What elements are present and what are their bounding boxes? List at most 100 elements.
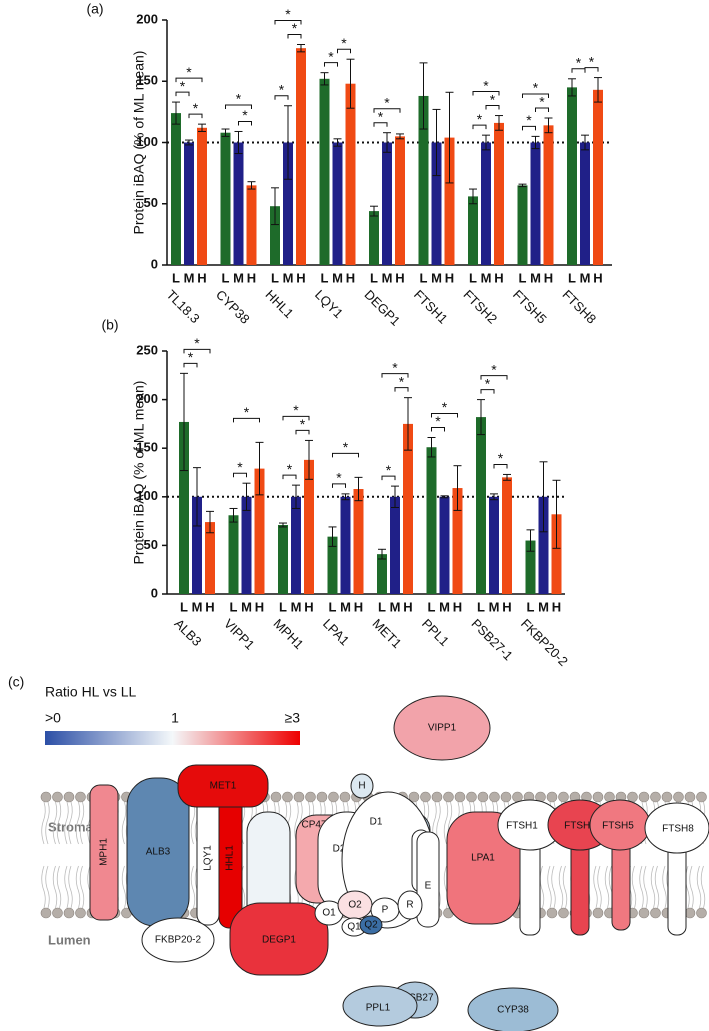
lipid-head: [696, 791, 707, 803]
x-tick-label: H: [346, 270, 355, 285]
x-tick-label: L: [271, 270, 279, 285]
error-bar: [544, 117, 553, 134]
protein: E: [416, 831, 440, 928]
significance-bracket: [295, 429, 310, 435]
bar: [489, 496, 499, 594]
lipid-tail: [64, 865, 73, 909]
lipid-head: [627, 791, 638, 803]
error-bar: [221, 128, 230, 137]
error-bar: [346, 58, 355, 109]
significance-bracket: [394, 387, 409, 392]
significance-bracket: [480, 375, 508, 380]
x-tick-label: M: [481, 270, 492, 285]
protein: H: [350, 773, 374, 799]
error-bar: [234, 130, 243, 155]
protein-shape: [644, 802, 709, 854]
bar: [369, 211, 379, 265]
bar: [278, 524, 288, 594]
lipid-tail: [558, 865, 568, 909]
significance-bracket: [584, 67, 599, 72]
protein: MET1: [177, 764, 269, 808]
lipid-head: [546, 907, 558, 919]
y-tick-label: 150: [136, 440, 158, 455]
lipid-head: [489, 791, 500, 803]
protein-shape: [393, 695, 491, 761]
bar: [502, 477, 512, 594]
error-bar: [198, 123, 206, 132]
lipid-tail: [52, 801, 62, 845]
x-tick-label: L: [568, 270, 576, 285]
bar: [593, 89, 603, 265]
significance-label: *: [539, 94, 545, 110]
bar: [418, 95, 429, 265]
x-tick-label: H: [247, 270, 256, 285]
x-tick-label: M: [192, 599, 203, 614]
significance-bracket: [522, 125, 536, 131]
lipid-head: [558, 791, 569, 803]
x-tick-label: H: [205, 599, 214, 614]
bar: [220, 132, 231, 265]
lipid-head: [592, 907, 604, 919]
x-tick-label: H: [255, 599, 264, 614]
lipid-head: [638, 791, 650, 803]
x-tick-label: M: [233, 270, 244, 285]
significance-label: *: [442, 399, 448, 415]
protein-label: CP47: [301, 820, 326, 831]
significance-label: *: [399, 373, 405, 389]
bar: [327, 536, 338, 594]
protein-shape: [350, 773, 374, 799]
significance-bracket: [373, 122, 388, 127]
significance-label: *: [236, 91, 242, 107]
lipid-tail: [685, 865, 694, 909]
x-tick-label: M: [538, 599, 549, 614]
x-tick-label: L: [230, 599, 238, 614]
bar: [452, 488, 463, 594]
bar: [246, 185, 257, 265]
protein-shape: [667, 839, 687, 936]
x-tick-label: H: [544, 270, 553, 285]
protein-label: Q2: [364, 920, 378, 931]
error-bar: [242, 482, 251, 511]
lipid-head: [638, 907, 650, 919]
error-bar: [305, 439, 313, 480]
error-bar: [503, 473, 511, 481]
panel-label: (c): [8, 674, 24, 690]
significance-bracket: [188, 113, 203, 119]
lipid-tail: [547, 865, 556, 909]
error-bar: [518, 183, 527, 188]
x-tick-label: M: [340, 599, 351, 614]
protein-label: FTSH2: [564, 821, 596, 832]
error-bar: [370, 205, 378, 217]
significance-label: *: [533, 80, 539, 96]
protein-shape: [229, 902, 329, 976]
lipid-head: [431, 791, 443, 803]
protein-shape: [397, 890, 423, 920]
bar: [228, 515, 239, 594]
x-tick-label: M: [283, 270, 294, 285]
significance-bracket: [324, 62, 338, 67]
lipid-head: [63, 907, 75, 919]
lipid-head: [52, 791, 63, 803]
error-bar: [297, 44, 305, 53]
protein-label: FKBP20-2: [155, 935, 202, 946]
lipid-tail: [75, 865, 85, 909]
significance-bracket: [282, 415, 310, 421]
significance-label: *: [384, 94, 390, 110]
x-tick-label: L: [180, 599, 188, 614]
lipid-head: [696, 907, 707, 919]
lipid-head: [546, 791, 558, 803]
lipid-head: [305, 791, 316, 803]
significance-label: *: [491, 361, 497, 377]
significance-bracket: [381, 475, 396, 481]
x-tick-label: H: [403, 599, 412, 614]
x-tick-label: L: [527, 599, 535, 614]
error-bar: [568, 78, 576, 97]
protein-label: D1: [370, 817, 383, 828]
significance-label: *: [193, 100, 199, 116]
error-bar: [284, 105, 292, 180]
x-tick-label: H: [304, 599, 313, 614]
lipid-head: [650, 907, 661, 919]
significance-label: *: [180, 78, 186, 94]
significance-bracket: [282, 474, 297, 480]
lipid-head: [408, 791, 420, 803]
